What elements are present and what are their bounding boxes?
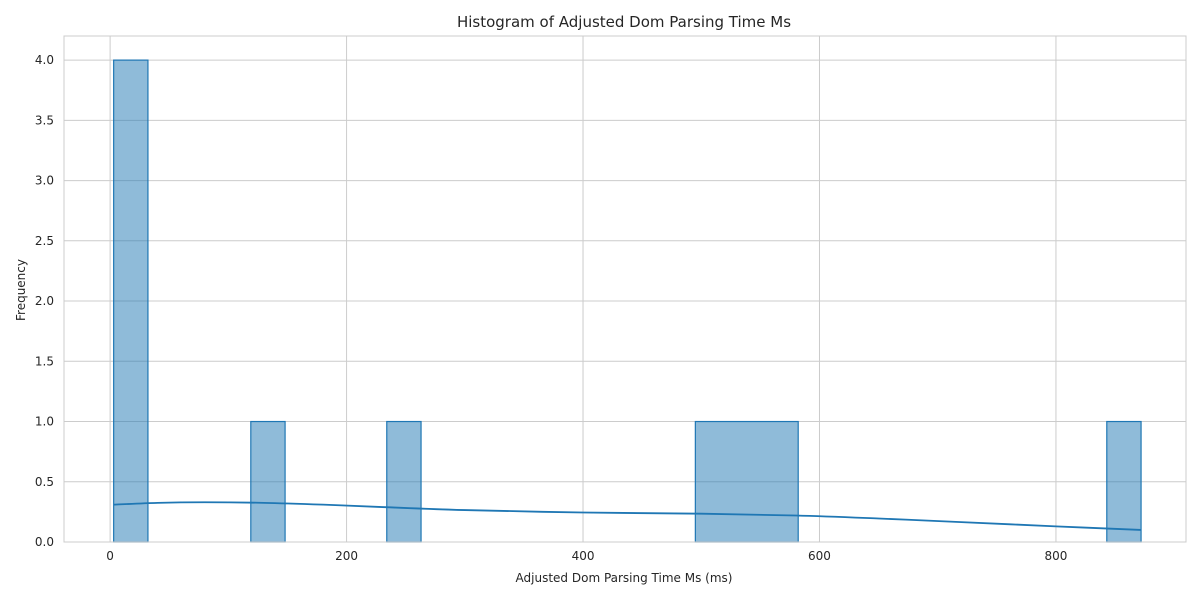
kde-curve <box>113 501 1142 531</box>
y-tick-label: 2.0 <box>35 294 54 308</box>
histogram-bar <box>250 420 286 543</box>
x-tick-label: 0 <box>106 549 114 563</box>
y-tick-label: 3.5 <box>35 113 54 127</box>
y-tick-label: 1.0 <box>35 415 54 429</box>
kde-layer <box>113 501 1142 531</box>
y-tick-label: 3.0 <box>35 174 54 188</box>
histogram-bar <box>386 420 422 543</box>
x-tick-label: 400 <box>572 549 595 563</box>
x-axis-label: Adjusted Dom Parsing Time Ms (ms) <box>516 571 733 585</box>
y-tick-label: 0.0 <box>35 535 54 549</box>
histogram-bar <box>113 59 149 543</box>
y-tick-label: 1.5 <box>35 354 54 368</box>
x-tick-label: 600 <box>808 549 831 563</box>
chart-title: Histogram of Adjusted Dom Parsing Time M… <box>457 13 791 31</box>
y-tick-label: 2.5 <box>35 234 54 248</box>
x-tick-labels: 0 200 400 600 800 <box>106 549 1067 563</box>
y-axis-label: Frequency <box>14 259 28 321</box>
y-tick-label: 0.5 <box>35 475 54 489</box>
histogram-bar <box>694 420 799 543</box>
bar-layer <box>113 59 1142 543</box>
x-tick-label: 200 <box>335 549 358 563</box>
plot-frame <box>63 35 1187 543</box>
x-tick-label: 800 <box>1044 549 1067 563</box>
grid-layer <box>64 36 1186 543</box>
y-tick-label: 4.0 <box>35 53 54 67</box>
y-tick-labels: 0.0 0.5 1.0 1.5 2.0 2.5 3.0 3.5 4.0 <box>35 53 54 549</box>
histogram-bar <box>1106 420 1142 543</box>
